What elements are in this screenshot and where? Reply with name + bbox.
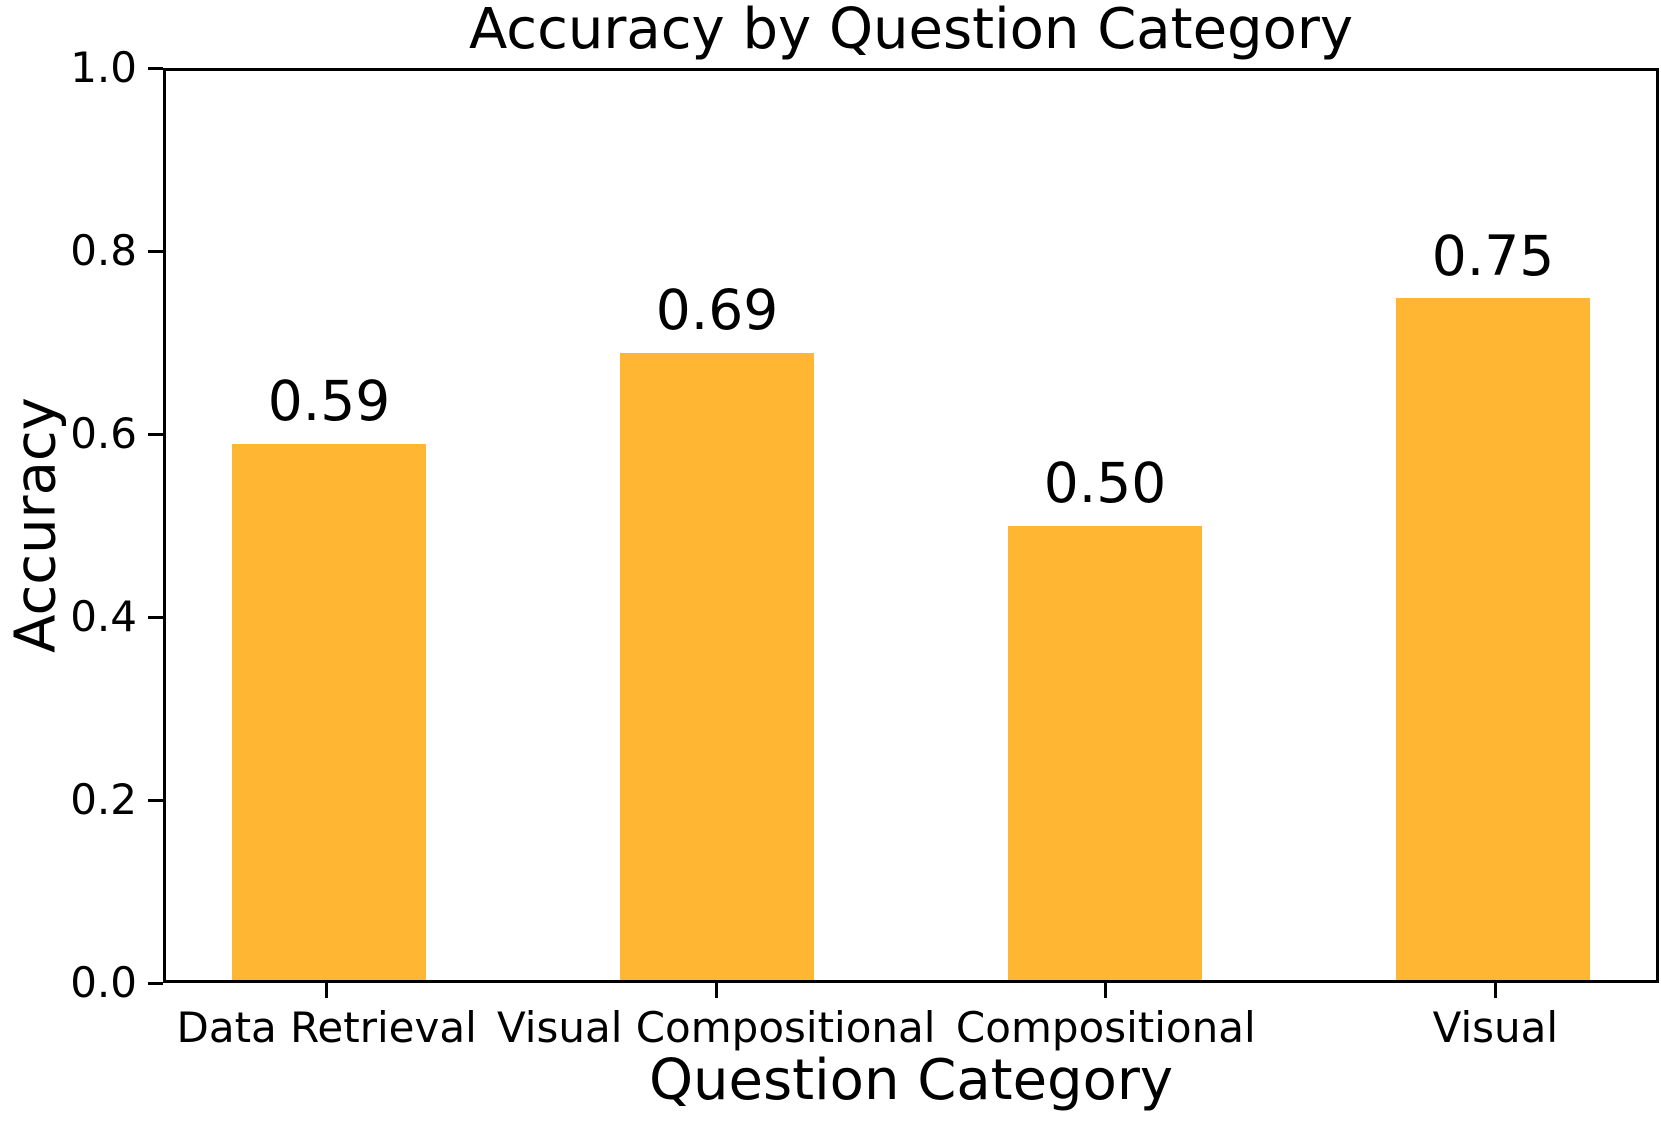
- x-tick-label-data-retrieval: Data Retrieval: [176, 1003, 477, 1052]
- x-axis: Data Retrieval Visual Compositional Compos…: [163, 983, 1659, 1063]
- x-tick-label-visual: Visual: [1432, 1003, 1559, 1052]
- x-tick-mark-data-retrieval: [325, 983, 329, 998]
- y-tick-label-1.0: 1.0: [70, 43, 137, 92]
- y-tick-mark-1.0: [148, 66, 163, 70]
- x-tick-mark-visual-compositional: [714, 983, 718, 998]
- bar-data-retrieval: [231, 443, 426, 980]
- x-tick-label-visual-compositional: Visual Compositional: [496, 1003, 936, 1052]
- bar-visual: [1396, 298, 1591, 980]
- y-tick-mark-0.0: [148, 981, 163, 985]
- y-tick-label-0.2: 0.2: [70, 775, 137, 824]
- y-tick-label-0.4: 0.4: [70, 592, 137, 641]
- x-tick-label-compositional: Compositional: [955, 1003, 1256, 1052]
- x-tick-mark-visual: [1493, 983, 1497, 998]
- chart-title: Accuracy by Question Category: [468, 0, 1354, 62]
- y-tick-mark-0.8: [148, 249, 163, 253]
- y-tick-mark-0.2: [148, 798, 163, 802]
- bar-value-label-visual: 0.75: [1431, 223, 1555, 288]
- y-tick-label-0.8: 0.8: [70, 226, 137, 275]
- bar-compositional: [1008, 525, 1202, 980]
- y-axis: 0.0 0.2 0.4 0.6 0.8 1.0: [0, 47, 163, 1004]
- x-axis-label: Question Category: [648, 1048, 1174, 1113]
- bar-value-label-data-retrieval: 0.59: [267, 369, 391, 434]
- y-tick-label-0.0: 0.0: [70, 958, 137, 1007]
- x-tick-mark-compositional: [1104, 983, 1108, 998]
- y-tick-mark-0.4: [148, 615, 163, 619]
- y-tick-mark-0.6: [148, 432, 163, 436]
- bar-value-label-compositional: 0.50: [1043, 451, 1167, 515]
- bar-value-label-visual-compositional: 0.69: [655, 278, 779, 343]
- bar-visual-compositional: [619, 352, 814, 980]
- y-tick-label-0.6: 0.6: [70, 409, 137, 458]
- plot-area: 0.59 0.69 0.50 0.75: [163, 68, 1659, 983]
